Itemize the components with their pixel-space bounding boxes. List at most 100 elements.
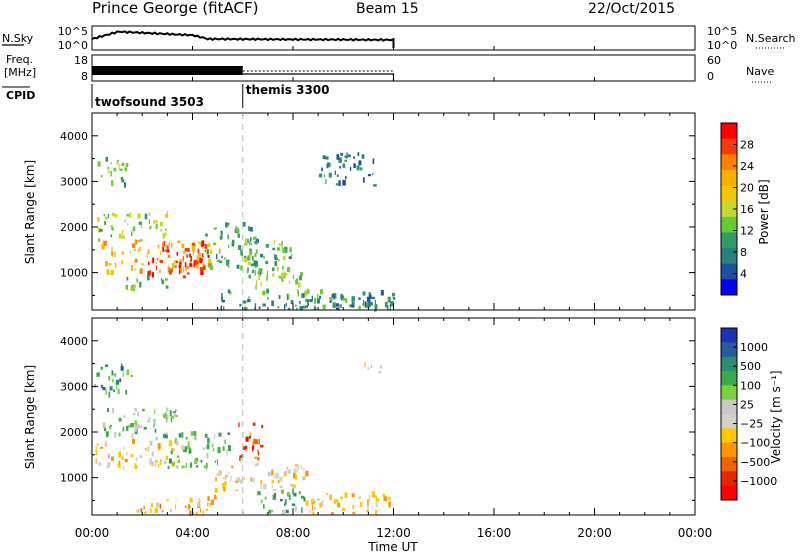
colorbar-swatch	[721, 428, 737, 444]
colorbar-swatch	[721, 216, 737, 233]
heatmap-cell	[329, 494, 333, 501]
heatmap-cell	[111, 212, 115, 217]
heatmap-cell	[225, 474, 229, 478]
heatmap-cell	[136, 509, 139, 513]
heatmap-cell	[282, 509, 285, 515]
heatmap-cell	[266, 274, 269, 280]
heatmap-cell	[121, 260, 124, 265]
heatmap-cell	[239, 303, 242, 307]
heatmap-cell	[344, 492, 348, 499]
heatmap-cell	[252, 446, 254, 452]
heatmap-cell	[104, 440, 106, 446]
heatmap-cell	[287, 469, 291, 474]
heatmap-cell	[195, 431, 197, 438]
heatmap-cell	[281, 245, 284, 249]
heatmap-cell	[245, 445, 248, 450]
heatmap-cell	[184, 446, 188, 453]
heatmap-cell	[356, 165, 360, 171]
heatmap-cell	[132, 438, 135, 444]
heatmap-cell	[255, 280, 258, 286]
heatmap-cell	[239, 457, 241, 461]
y-tick-label: 2000	[60, 221, 88, 234]
heatmap-cell	[260, 480, 263, 484]
heatmap-cell	[110, 171, 113, 177]
heatmap-cell	[198, 241, 200, 245]
heatmap-cell	[274, 239, 276, 244]
heatmap-cell	[227, 234, 229, 240]
heatmap-cell	[240, 265, 243, 271]
heatmap-cell	[196, 502, 200, 508]
colorbar-swatch	[721, 185, 737, 202]
heatmap-cell	[207, 502, 209, 507]
heatmap-cell	[326, 492, 328, 495]
heatmap-cell	[159, 259, 163, 263]
heatmap-cell	[124, 167, 128, 172]
heatmap-cell	[209, 265, 213, 270]
heatmap-cell	[283, 472, 287, 477]
heatmap-cell	[264, 496, 267, 500]
heatmap-cell	[125, 389, 128, 395]
heatmap-cell	[147, 446, 150, 452]
velocity-colorbar-label: Velocity [m s⁻¹]	[769, 370, 783, 463]
heatmap-cell	[177, 459, 180, 463]
heatmap-cell	[290, 300, 294, 305]
heatmap-cell	[359, 501, 363, 507]
heatmap-cell	[294, 506, 297, 512]
heatmap-cell	[213, 497, 217, 500]
heatmap-cell	[222, 306, 225, 311]
heatmap-cell	[179, 259, 182, 262]
y-tick-label: 1000	[60, 472, 88, 485]
heatmap-cell	[243, 306, 248, 311]
heatmap-cell	[362, 291, 366, 296]
heatmap-cell	[285, 303, 287, 307]
heatmap-cell	[121, 235, 125, 239]
heatmap-cell	[184, 262, 187, 268]
heatmap-cell	[171, 263, 176, 269]
heatmap-cell	[122, 426, 125, 432]
heatmap-cell	[380, 365, 383, 369]
heatmap-cell	[172, 411, 176, 414]
heatmap-cell	[201, 253, 204, 258]
heatmap-cell	[286, 267, 291, 273]
heatmap-cell	[292, 274, 295, 280]
heatmap-cell	[108, 375, 111, 381]
heatmap-cell	[277, 259, 280, 262]
heatmap-cell	[165, 455, 168, 460]
heatmap-cell	[263, 483, 267, 490]
heatmap-cell	[207, 249, 209, 255]
heatmap-cell	[296, 307, 298, 310]
colorbar-swatch	[721, 457, 737, 472]
heatmap-cell	[319, 295, 321, 299]
power-colorbar-label: Power [dB]	[757, 179, 771, 244]
heatmap-cell	[134, 258, 138, 263]
heatmap-cell	[260, 268, 263, 271]
heatmap-cell	[141, 263, 144, 266]
heatmap-cell	[166, 211, 168, 216]
heatmap-cell	[187, 272, 190, 275]
heatmap-cell	[186, 247, 190, 252]
heatmap-cell	[100, 384, 104, 389]
heatmap-cell	[139, 268, 143, 274]
heatmap-cell	[280, 272, 285, 278]
colorbar-swatch	[721, 471, 737, 487]
heatmap-cell	[131, 433, 134, 439]
heatmap-cell	[214, 494, 217, 499]
heatmap-cell	[162, 241, 164, 248]
heatmap-cell	[139, 425, 143, 429]
heatmap-cell	[363, 177, 365, 183]
heatmap-cell	[254, 265, 257, 269]
heatmap-cell	[284, 470, 287, 474]
heatmap-cell	[292, 484, 296, 488]
heatmap-cell	[189, 497, 193, 503]
heatmap-cell	[252, 445, 255, 450]
power-heatmap-panel: 1000 2000 3000 4000 Slant Range [km] 28 24 20…	[23, 112, 771, 312]
heatmap-cell	[238, 422, 240, 428]
cpid-panel: CPID twofsound 3503 themis 3300	[2, 83, 330, 109]
heatmap-cell	[118, 432, 121, 437]
heatmap-cell	[118, 451, 121, 458]
heatmap-cell	[107, 166, 110, 170]
heatmap-cell	[104, 427, 107, 432]
heatmap-cell	[217, 459, 218, 466]
heatmap-cell	[338, 157, 342, 163]
heatmap-cell	[125, 451, 128, 456]
